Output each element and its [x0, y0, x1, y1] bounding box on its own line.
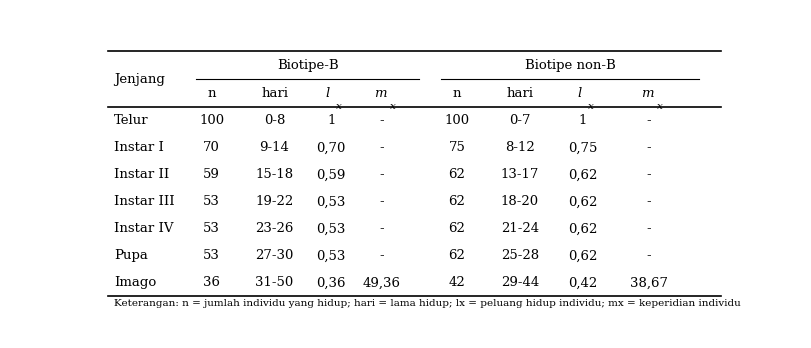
Text: Instar III: Instar III — [114, 195, 174, 208]
Text: n: n — [207, 87, 216, 100]
Text: -: - — [379, 222, 384, 235]
Text: 53: 53 — [203, 195, 220, 208]
Text: Imago: Imago — [114, 276, 157, 289]
Text: 59: 59 — [203, 168, 220, 181]
Text: -: - — [379, 195, 384, 208]
Text: -: - — [646, 114, 650, 127]
Text: 0,53: 0,53 — [316, 222, 345, 235]
Text: 21-24: 21-24 — [500, 222, 539, 235]
Text: 29-44: 29-44 — [500, 276, 539, 289]
Text: n: n — [453, 87, 461, 100]
Text: 0,59: 0,59 — [316, 168, 345, 181]
Text: 0,42: 0,42 — [568, 276, 597, 289]
Text: 62: 62 — [448, 168, 465, 181]
Text: hari: hari — [260, 87, 288, 100]
Text: 0,62: 0,62 — [568, 195, 597, 208]
Text: 0,62: 0,62 — [568, 249, 597, 262]
Text: 18-20: 18-20 — [500, 195, 539, 208]
Text: 19-22: 19-22 — [255, 195, 294, 208]
Text: 0-7: 0-7 — [508, 114, 530, 127]
Text: 0-8: 0-8 — [264, 114, 285, 127]
Text: Keterangan: n = jumlah individu yang hidup; hari = lama hidup; lx = peluang hidu: Keterangan: n = jumlah individu yang hid… — [114, 299, 740, 308]
Text: 100: 100 — [444, 114, 469, 127]
Text: Instar I: Instar I — [114, 141, 164, 155]
Text: -: - — [646, 249, 650, 262]
Text: 27-30: 27-30 — [255, 249, 294, 262]
Text: Biotipe-B: Biotipe-B — [277, 60, 338, 72]
Text: 1: 1 — [327, 114, 335, 127]
Text: 62: 62 — [448, 249, 465, 262]
Text: 49,36: 49,36 — [362, 276, 400, 289]
Text: m: m — [641, 87, 653, 100]
Text: 0,62: 0,62 — [568, 222, 597, 235]
Text: 23-26: 23-26 — [255, 222, 294, 235]
Text: 0,70: 0,70 — [316, 141, 345, 155]
Text: -: - — [646, 168, 650, 181]
Text: 42: 42 — [448, 276, 465, 289]
Text: 70: 70 — [203, 141, 220, 155]
Text: x: x — [336, 102, 341, 111]
Text: 36: 36 — [203, 276, 220, 289]
Text: Pupa: Pupa — [114, 249, 148, 262]
Text: l: l — [577, 87, 581, 100]
Text: x: x — [587, 102, 593, 111]
Text: 75: 75 — [448, 141, 465, 155]
Text: 8-12: 8-12 — [504, 141, 534, 155]
Text: 31-50: 31-50 — [255, 276, 294, 289]
Text: 0,53: 0,53 — [316, 195, 345, 208]
Text: 25-28: 25-28 — [500, 249, 539, 262]
Text: 62: 62 — [448, 222, 465, 235]
Text: hari: hari — [506, 87, 533, 100]
Text: 9-14: 9-14 — [260, 141, 290, 155]
Text: 0,75: 0,75 — [568, 141, 597, 155]
Text: 0,36: 0,36 — [316, 276, 345, 289]
Text: 1: 1 — [578, 114, 586, 127]
Text: -: - — [646, 195, 650, 208]
Text: -: - — [379, 114, 384, 127]
Text: l: l — [325, 87, 330, 100]
Text: x: x — [389, 102, 395, 111]
Text: 53: 53 — [203, 249, 220, 262]
Text: m: m — [374, 87, 386, 100]
Text: Telur: Telur — [114, 114, 148, 127]
Text: Biotipe non-B: Biotipe non-B — [524, 60, 615, 72]
Text: -: - — [646, 222, 650, 235]
Text: 0,53: 0,53 — [316, 249, 345, 262]
Text: 15-18: 15-18 — [255, 168, 294, 181]
Text: Jenjang: Jenjang — [114, 73, 165, 86]
Text: -: - — [646, 141, 650, 155]
Text: x: x — [657, 102, 663, 111]
Text: Instar II: Instar II — [114, 168, 169, 181]
Text: 100: 100 — [199, 114, 224, 127]
Text: -: - — [379, 141, 384, 155]
Text: -: - — [379, 168, 384, 181]
Text: 13-17: 13-17 — [500, 168, 539, 181]
Text: 38,67: 38,67 — [629, 276, 667, 289]
Text: 53: 53 — [203, 222, 220, 235]
Text: Instar IV: Instar IV — [114, 222, 174, 235]
Text: 62: 62 — [448, 195, 465, 208]
Text: -: - — [379, 249, 384, 262]
Text: 0,62: 0,62 — [568, 168, 597, 181]
